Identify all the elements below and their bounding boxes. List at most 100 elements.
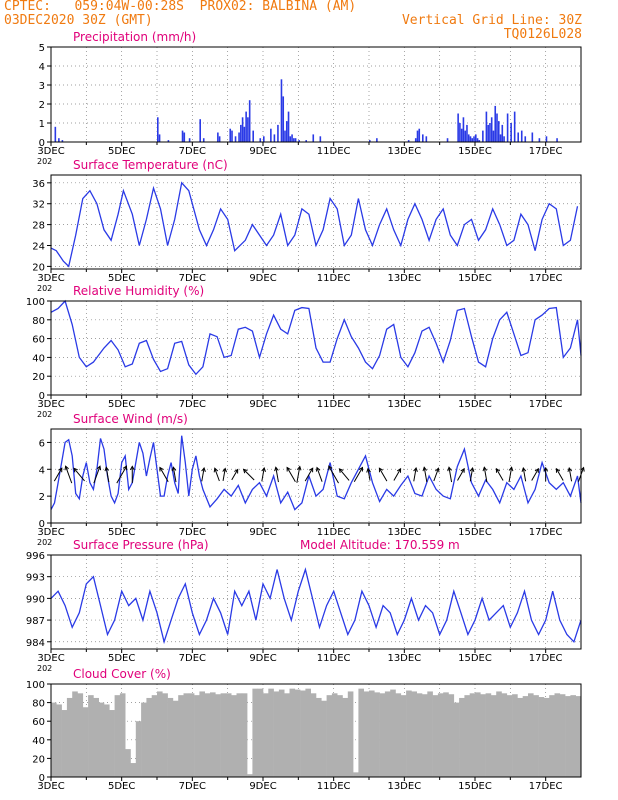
x-tick-label: 5DEC bbox=[108, 527, 135, 538]
cloud-bar bbox=[475, 692, 481, 777]
wind-arrow-head bbox=[378, 467, 384, 473]
precip-bar bbox=[305, 140, 307, 142]
precip-bar bbox=[183, 132, 186, 142]
header-line1-left: CPTEC: 059:04W-00:28S PROX02: BALBINA (A… bbox=[4, 0, 357, 14]
wind-arrow-head bbox=[171, 466, 177, 472]
x-tick-label: 15DEC bbox=[458, 399, 492, 410]
panel-frame bbox=[50, 683, 582, 778]
cloud-bar bbox=[300, 690, 306, 777]
wind-arrow bbox=[214, 468, 220, 482]
precip-bar bbox=[469, 136, 472, 142]
cloud-bar bbox=[199, 691, 205, 777]
y-tick-label: 60 bbox=[32, 335, 45, 346]
precip-bar bbox=[229, 128, 232, 142]
y-tick-label: 3 bbox=[39, 81, 45, 92]
panel-title: Relative Humidity (%) bbox=[73, 284, 204, 298]
x-tick-label: 13DEC bbox=[387, 527, 421, 538]
wind-arrow-head bbox=[96, 465, 102, 471]
cloud-bar bbox=[384, 691, 391, 777]
cloud-bar bbox=[538, 697, 545, 777]
precip-bar bbox=[471, 138, 474, 142]
x-tick-label: 3DEC bbox=[37, 781, 64, 792]
x-tick-label: 11DEC bbox=[317, 527, 351, 538]
x-tick-label: 7DEC bbox=[179, 527, 206, 538]
cloud-bar bbox=[77, 693, 84, 777]
precip-bar bbox=[513, 111, 516, 142]
wind-arrow bbox=[423, 467, 428, 483]
precip-bar bbox=[217, 132, 219, 142]
cloud-bar bbox=[543, 697, 550, 777]
precip-bar bbox=[61, 140, 64, 142]
x-tick-label: 13DEC bbox=[387, 399, 421, 410]
wind-arrow bbox=[378, 467, 388, 482]
x-tick-label: 7DEC bbox=[179, 781, 206, 792]
y-tick-label: 1 bbox=[39, 119, 45, 130]
y-tick-label: 4 bbox=[39, 62, 45, 73]
wind-arrow-head bbox=[508, 466, 514, 472]
x-tick-label: 17DEC bbox=[529, 146, 563, 157]
precip-bar bbox=[270, 128, 272, 142]
cloud-bar bbox=[416, 693, 423, 777]
precip-bar bbox=[199, 119, 201, 142]
y-tick-label: 40 bbox=[32, 736, 45, 747]
cloud-bar bbox=[167, 697, 174, 777]
wind-arrow-head bbox=[213, 467, 219, 473]
y-tick-label: 32 bbox=[32, 200, 45, 211]
wind-arrow-head bbox=[495, 467, 501, 473]
cloud-bar bbox=[506, 695, 513, 777]
panel-title: Surface Temperature (nC) bbox=[73, 158, 228, 172]
cloud-bar bbox=[130, 763, 137, 777]
x-tick-label: 11DEC bbox=[317, 273, 351, 284]
cloud-bar bbox=[114, 695, 121, 777]
cloud-bar bbox=[252, 688, 258, 777]
precip-bar bbox=[510, 123, 512, 142]
wind-arrow-head bbox=[358, 466, 364, 472]
cloud-bar bbox=[104, 704, 110, 777]
precip-bar bbox=[460, 128, 463, 142]
wind-arrow bbox=[393, 468, 402, 481]
cloud-bar bbox=[485, 693, 492, 777]
x-year-label: 202 bbox=[37, 538, 52, 547]
wind-arrow bbox=[555, 468, 564, 481]
precip-bar bbox=[414, 138, 417, 142]
panel-title: Cloud Cover (%) bbox=[73, 667, 171, 681]
wind-arrow-head bbox=[159, 466, 164, 472]
precip-bar bbox=[503, 136, 505, 142]
precip-bar bbox=[294, 138, 297, 142]
precip-bar bbox=[158, 134, 161, 142]
cloud-bar bbox=[241, 693, 248, 777]
precip-bar bbox=[289, 136, 292, 142]
cloud-bar bbox=[220, 693, 227, 777]
x-tick-label: 5DEC bbox=[108, 781, 135, 792]
cloud-bar bbox=[146, 697, 152, 777]
cloud-bar bbox=[517, 697, 523, 777]
cloud-bar bbox=[522, 696, 529, 777]
cloud-bar bbox=[406, 690, 412, 777]
wind-arrow-head bbox=[73, 467, 78, 473]
x-tick-label: 3DEC bbox=[37, 273, 64, 284]
cloud-bar bbox=[469, 693, 476, 777]
x-tick-label: 11DEC bbox=[317, 781, 351, 792]
precip-bar bbox=[188, 138, 191, 142]
precip-bar bbox=[293, 138, 295, 142]
wind-arrow bbox=[243, 469, 255, 481]
wind-arrow-head bbox=[435, 467, 440, 473]
panel-frame bbox=[50, 554, 582, 650]
wind-arrow bbox=[448, 467, 453, 483]
wind-arrow-head bbox=[338, 468, 344, 473]
cloud-bar bbox=[448, 694, 455, 777]
wind-arrow bbox=[367, 468, 371, 481]
precip-bar bbox=[482, 130, 484, 142]
precip-bar bbox=[407, 140, 410, 142]
y-tick-label: 4 bbox=[39, 465, 45, 476]
x-tick-label: 13DEC bbox=[387, 781, 421, 792]
x-year-label: 202 bbox=[37, 664, 52, 673]
precip-bar bbox=[157, 117, 159, 142]
precip-bar bbox=[248, 100, 251, 142]
cloud-bar bbox=[358, 688, 364, 777]
precip-bar bbox=[245, 111, 247, 142]
header-line2-right: Vertical Grid Line: 30Z bbox=[401, 13, 582, 28]
x-tick-label: 3DEC bbox=[37, 146, 64, 157]
cloud-bar bbox=[422, 694, 428, 777]
